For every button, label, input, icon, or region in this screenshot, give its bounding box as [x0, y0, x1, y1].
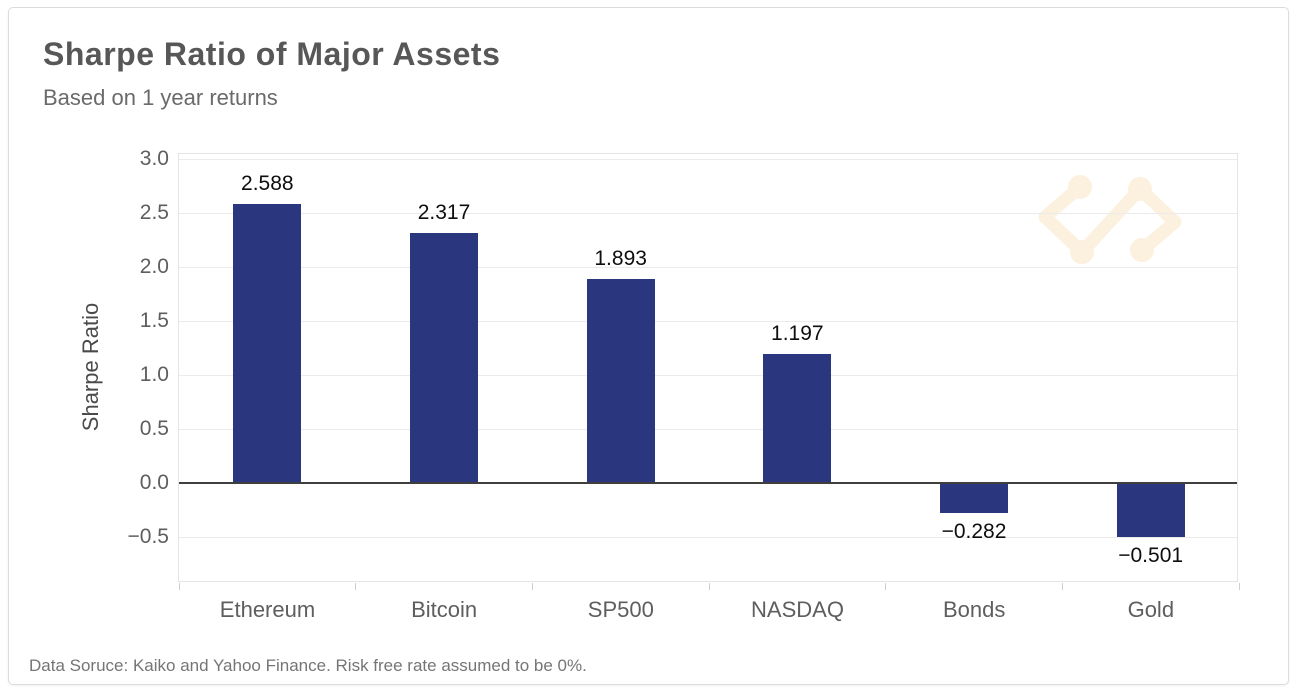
chart-title: Sharpe Ratio of Major Assets: [43, 36, 501, 72]
bar-value-label-sp500: 1.893: [594, 246, 647, 270]
y-tick-label: 2.5: [139, 201, 169, 225]
y-tick-label: 2.0: [139, 255, 169, 279]
x-tick-label-bonds: Bonds: [942, 597, 1006, 622]
bar-value-label-gold: −0.501: [1118, 543, 1184, 567]
bar-gold: [1116, 483, 1185, 537]
gridline-y-1: [179, 375, 1237, 376]
x-axis-boundary-tick: [531, 583, 533, 590]
bar-bonds: [940, 483, 1008, 514]
chart-subtitle: Based on 1 year returns: [43, 85, 278, 110]
chart-card: Sharpe Ratio of Major Assets Based on 1 …: [8, 7, 1289, 685]
bar-value-label-bitcoin: 2.317: [417, 201, 471, 224]
y-tick-label: 0.5: [139, 416, 169, 440]
bar-bitcoin: [410, 233, 478, 483]
x-axis-boundary-tick: [1061, 583, 1063, 590]
watermark-diagonal: [1075, 182, 1147, 259]
x-axis-boundary-tick: [708, 583, 710, 590]
watermark-left-chevron: [1038, 180, 1089, 259]
x-tick-label-gold: Gold: [1127, 597, 1175, 622]
bar-sp500: [586, 278, 655, 483]
x-axis-boundary-tick: [178, 583, 180, 590]
y-tick-label: −0.5: [127, 524, 169, 548]
y-tick-label: 0.0: [139, 470, 169, 494]
gridline-y-3: [179, 159, 1237, 160]
bar-value-label-bonds: −0.282: [941, 520, 1007, 544]
kaiko-logo-watermark: [1038, 175, 1182, 264]
y-tick-label: 1.5: [139, 309, 169, 333]
x-tick-label-ethereum: Ethereum: [219, 597, 316, 622]
x-axis-boundary-tick: [885, 583, 887, 590]
bar-value-label-ethereum: 2.588: [241, 171, 294, 195]
plot-area: 3.0 2.5 2.0 1.5 1.0 0.5 0.0 −0.5 2.588 Ethereum 2.…: [128, 147, 1240, 622]
x-tick-label-bitcoin: Bitcoin: [411, 597, 478, 622]
gridline-y-2.5: [179, 213, 1237, 214]
bar-ethereum: [233, 203, 302, 483]
gridline-y-0.5: [179, 429, 1237, 430]
data-source-note: Data Soruce: Kaiko and Yahoo Finance. Ri…: [29, 656, 587, 675]
gridline-y-1.5: [179, 321, 1237, 322]
watermark-right-chevron: [1133, 182, 1182, 257]
zero-axis-line: [179, 481, 1237, 484]
bar-value-label-nasdaq: 1.197: [771, 321, 824, 345]
bar-nasdaq: [763, 353, 832, 483]
x-axis-boundary-tick: [355, 583, 357, 590]
x-axis-boundary-tick: [1238, 583, 1240, 590]
y-tick-label: 1.0: [139, 362, 169, 386]
y-tick-label: 3.0: [139, 147, 169, 171]
x-tick-label-sp500: SP500: [587, 597, 654, 622]
x-tick-label-nasdaq: NASDAQ: [751, 597, 844, 622]
gridline-y-2: [179, 267, 1237, 268]
gridline-y--0.5: [179, 537, 1237, 538]
